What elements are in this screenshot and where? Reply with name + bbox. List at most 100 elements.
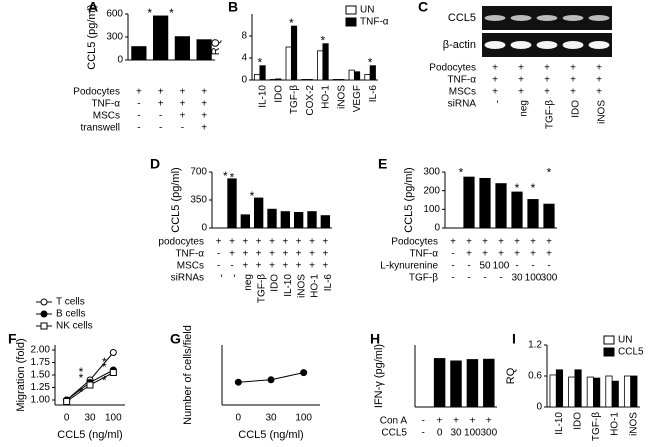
- x-tick-label: IL-10: [258, 85, 269, 108]
- condition-value: +: [544, 75, 550, 86]
- bar: [294, 212, 304, 228]
- condition-label: L-kynurenine: [380, 261, 438, 272]
- bar: [611, 380, 619, 408]
- y-axis-label: Number of cells/field: [182, 325, 194, 425]
- y-axis-label: IFN-γ (pg/ml): [373, 344, 385, 408]
- condition-value: +: [296, 237, 302, 248]
- condition-value: -: [499, 273, 502, 284]
- condition-value: +: [570, 87, 576, 98]
- bar: [527, 199, 539, 228]
- condition-value: TGF-β: [256, 274, 267, 303]
- bar: [174, 36, 190, 60]
- bar: [364, 74, 371, 81]
- condition-value: +: [229, 237, 235, 248]
- y-tick-label: 0.6: [528, 371, 542, 382]
- gel-band: [562, 41, 584, 49]
- y-tick-label: 0: [241, 75, 247, 86]
- significance-star: *: [79, 365, 84, 379]
- condition-value: +: [282, 261, 288, 272]
- condition-label: siRNA: [448, 99, 477, 110]
- panel-label: A: [88, 0, 98, 15]
- condition-label: MSCs: [449, 87, 476, 98]
- condition-value: 30: [511, 273, 523, 284]
- y-tick-label: 0: [201, 223, 207, 234]
- condition-label: siRNAs: [171, 273, 204, 284]
- condition-value: IDO: [571, 100, 582, 118]
- condition-value: 100: [525, 273, 542, 284]
- condition-value: +: [518, 75, 524, 86]
- bar: [254, 197, 264, 228]
- marker: [300, 369, 308, 377]
- condition-value: 100: [493, 261, 510, 272]
- bar: [495, 183, 507, 228]
- marker: [234, 378, 242, 386]
- bar: [301, 79, 308, 81]
- condition-label: CCL5: [381, 428, 407, 439]
- bar: [605, 375, 613, 408]
- condition-value: +: [322, 249, 328, 260]
- condition-value: +: [179, 111, 185, 122]
- legend-swatch: [603, 335, 615, 345]
- y-axis-label: CCL5 (pg/ml): [86, 4, 98, 69]
- condition-value: +: [201, 123, 207, 134]
- condition-value: +: [269, 261, 275, 272]
- condition-value: -: [483, 273, 486, 284]
- condition-label: TNF-α: [409, 249, 438, 260]
- condition-label: MSCs: [177, 261, 204, 272]
- condition-value: +: [282, 237, 288, 248]
- condition-value: +: [322, 237, 328, 248]
- x-tick-label: TGF-β: [591, 412, 602, 441]
- condition-value: +: [514, 249, 520, 260]
- condition-value: -: [216, 274, 227, 277]
- y-tick-label: 700: [190, 167, 207, 178]
- condition-value: 50: [479, 261, 491, 272]
- bar: [285, 46, 292, 81]
- bar: [153, 15, 169, 60]
- condition-value: 300: [480, 428, 497, 439]
- bar: [306, 79, 313, 81]
- condition-value: +: [296, 249, 302, 260]
- condition-value: +: [482, 237, 488, 248]
- condition-value: -: [181, 123, 184, 134]
- y-tick-label: 1.75: [31, 357, 51, 368]
- significance-star: *: [102, 355, 107, 369]
- legend-label: CCL5: [618, 347, 644, 358]
- condition-value: +: [269, 237, 275, 248]
- bar: [254, 74, 261, 81]
- condition-value: +: [269, 249, 275, 260]
- condition-value: 30: [450, 428, 462, 439]
- panel-label: H: [370, 331, 380, 347]
- bar: [320, 215, 330, 228]
- significance-star: *: [459, 166, 464, 180]
- significance-star: *: [321, 33, 326, 47]
- marker: [109, 369, 117, 376]
- band-label: β-actin: [443, 39, 476, 51]
- x-tick-label: 0: [64, 413, 70, 424]
- condition-value: +: [498, 249, 504, 260]
- significance-star: *: [531, 181, 536, 195]
- bar: [317, 50, 324, 81]
- condition-value: TGF-β: [545, 100, 556, 129]
- condition-value: +: [201, 99, 207, 110]
- significance-star: *: [258, 55, 263, 69]
- condition-value: +: [242, 249, 248, 260]
- bar: [568, 376, 576, 408]
- bar: [338, 79, 345, 81]
- condition-value: +: [136, 87, 142, 98]
- significance-star: *: [368, 55, 373, 69]
- condition-value: +: [482, 249, 488, 260]
- condition-value: +: [179, 87, 185, 98]
- condition-label: TGF-β: [409, 273, 438, 284]
- bar: [332, 79, 340, 81]
- condition-value: +: [596, 75, 602, 86]
- bar: [275, 78, 282, 81]
- condition-label: transwell: [81, 123, 120, 134]
- condition-value: +: [201, 111, 207, 122]
- legend-marker: [40, 298, 48, 306]
- x-tick-label: IL-6: [368, 85, 379, 103]
- panel-label: E: [378, 156, 387, 172]
- condition-label: TNF-α: [175, 249, 204, 260]
- y-tick-label: 300: [106, 32, 123, 43]
- bar: [483, 358, 495, 407]
